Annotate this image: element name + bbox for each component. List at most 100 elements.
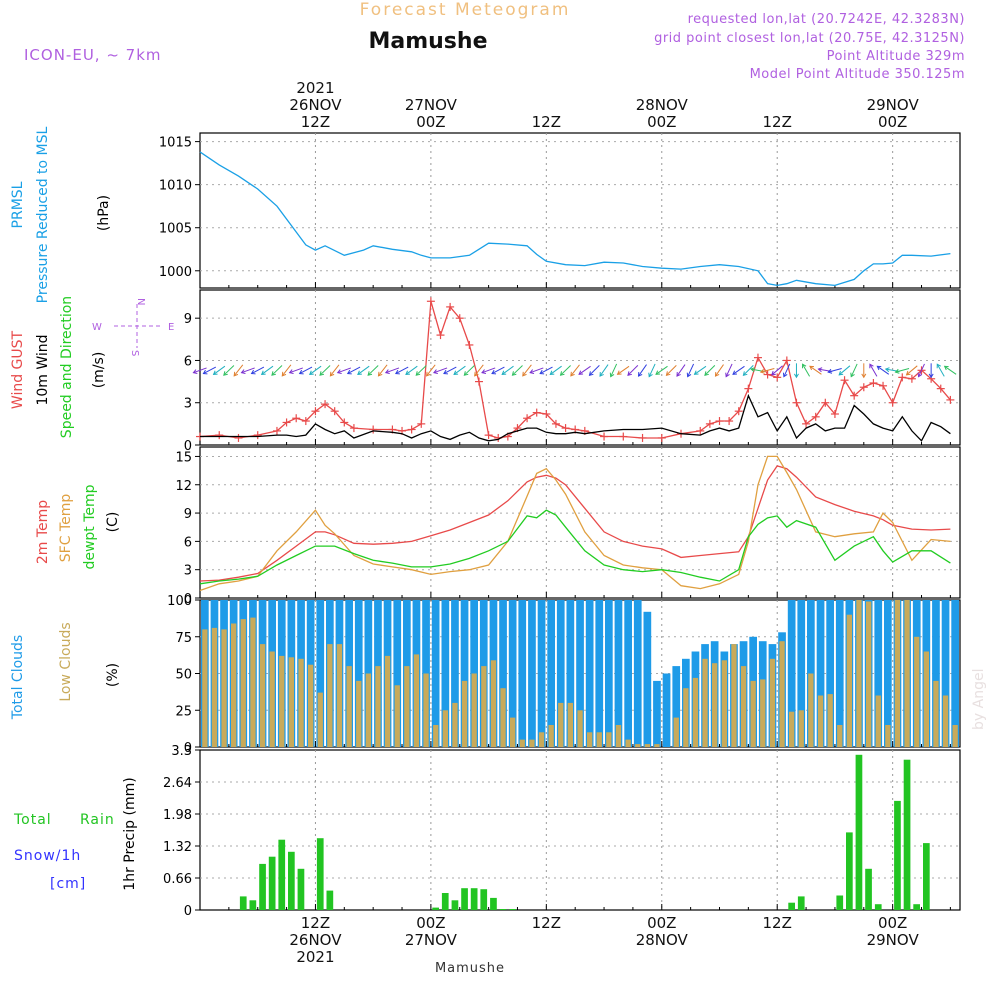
gust-marker xyxy=(725,417,734,426)
bar-low-clouds xyxy=(202,629,208,747)
wind-arrow xyxy=(588,365,600,376)
wind-arrow xyxy=(319,365,331,376)
wind-arrow-shaft xyxy=(750,368,765,373)
gust-marker xyxy=(311,407,320,416)
bar-total-clouds xyxy=(566,600,575,747)
wind-arrow xyxy=(809,365,822,375)
gust-marker xyxy=(859,383,868,392)
bar-total-rain xyxy=(913,904,920,910)
precip-ytick-label: 0.66 xyxy=(163,872,192,887)
wind-arrow xyxy=(298,366,313,375)
wind-arrow-head xyxy=(250,369,256,375)
bar-low-clouds xyxy=(317,692,323,747)
wind-arrow-head xyxy=(433,369,438,374)
wind-arrow-shaft xyxy=(638,364,647,377)
wind-arrow-shaft xyxy=(329,364,340,377)
bar-low-clouds xyxy=(904,600,910,747)
bar-total-rain xyxy=(923,843,930,910)
bar-low-clouds xyxy=(336,644,343,747)
top-time-label: 26NOV xyxy=(289,96,342,114)
wind-arrow-head xyxy=(346,369,352,375)
bar-low-clouds xyxy=(548,725,554,747)
pressure-unit: (hPa) xyxy=(96,195,112,231)
wind-arrow-shaft xyxy=(828,368,842,373)
wind-arrow-head xyxy=(298,369,304,375)
wind-arrow xyxy=(357,365,370,376)
gust-marker xyxy=(753,353,762,362)
bar-total-clouds xyxy=(316,600,325,747)
bar-total-rain xyxy=(326,890,334,910)
pressure-ytick-label: 1010 xyxy=(159,179,192,194)
wind-arrow xyxy=(281,364,292,377)
gust-marker xyxy=(619,432,628,441)
top-time-label: 28NOV xyxy=(636,96,689,114)
series-sfc-temp xyxy=(199,455,951,592)
gust-marker xyxy=(850,391,859,400)
bottom-time-label: 28NOV xyxy=(636,931,689,949)
bar-low-clouds xyxy=(567,702,573,747)
bar-total-rain xyxy=(865,868,872,910)
wind-arrow xyxy=(637,364,647,377)
bar-low-clouds xyxy=(808,673,814,747)
bar-total-rain xyxy=(874,904,882,910)
bar-low-clouds xyxy=(769,658,776,747)
bar-low-clouds xyxy=(875,695,881,747)
bar-total-rain xyxy=(259,863,266,910)
wind-arrow-shaft xyxy=(512,365,523,376)
wind-arrow xyxy=(861,363,867,379)
wind-arrow-shaft xyxy=(627,365,639,376)
wind-arrow xyxy=(491,366,505,375)
precip-ytick-label: 1.98 xyxy=(163,808,192,823)
bar-total-clouds xyxy=(633,600,642,747)
bar-low-clouds xyxy=(211,627,218,747)
wind-arrow-shaft xyxy=(589,365,600,376)
wind-arrow-head xyxy=(357,370,362,376)
bar-total-rain xyxy=(316,838,324,910)
wind-arrow-head xyxy=(648,372,653,378)
bar-low-clouds xyxy=(558,702,564,747)
bar-total-clouds xyxy=(672,666,681,747)
wind-arrow-shaft xyxy=(783,363,791,377)
wind-arrow xyxy=(616,365,630,375)
wind-arrow-shaft xyxy=(578,365,591,375)
bar-low-clouds xyxy=(384,655,391,747)
bar-total-clouds xyxy=(941,600,950,747)
wind-arrow xyxy=(817,367,833,373)
wind-arrow-head xyxy=(782,372,788,378)
wind-arrow xyxy=(917,363,925,378)
series-10m-wind xyxy=(200,393,951,442)
bar-total-rain xyxy=(249,900,257,910)
clouds-ytick-label: 75 xyxy=(175,631,192,646)
bar-total-clouds xyxy=(431,600,440,747)
bar-low-clouds xyxy=(327,644,333,747)
bar-total-rain xyxy=(480,889,488,910)
temp-ytick-label: 12 xyxy=(175,479,192,494)
wind-arrow-head xyxy=(271,371,276,376)
wind-arrow xyxy=(384,367,400,374)
wind-arrow-shaft xyxy=(743,365,754,376)
wind-arrow xyxy=(522,364,532,377)
bar-low-clouds xyxy=(433,725,439,747)
bar-total-clouds xyxy=(451,600,459,747)
wind-arrow-shaft xyxy=(539,366,553,375)
wind-arrow-head xyxy=(511,371,517,376)
bar-total-rain xyxy=(846,832,853,910)
wind-arrow-head xyxy=(260,370,266,376)
bar-low-clouds xyxy=(587,732,593,747)
wind-arrow-shaft xyxy=(648,363,656,377)
wind-arrow-head xyxy=(827,368,833,374)
wind-ytick-label: 0 xyxy=(184,439,192,454)
bar-total-rain xyxy=(509,909,516,910)
bottom-time-label: 12Z xyxy=(763,914,792,932)
wind-arrow xyxy=(802,363,811,377)
wind-arrow xyxy=(433,367,448,374)
wind-arrow-shaft xyxy=(655,365,668,375)
wind-arrow-head xyxy=(559,371,565,376)
wind-arrow-head xyxy=(481,369,487,374)
bar-low-clouds xyxy=(577,710,583,748)
bar-low-clouds xyxy=(673,717,679,747)
wind-arrow xyxy=(308,365,322,376)
bar-total-clouds xyxy=(585,600,594,747)
wind-arrow-head xyxy=(759,368,765,374)
bar-low-clouds xyxy=(683,688,689,747)
